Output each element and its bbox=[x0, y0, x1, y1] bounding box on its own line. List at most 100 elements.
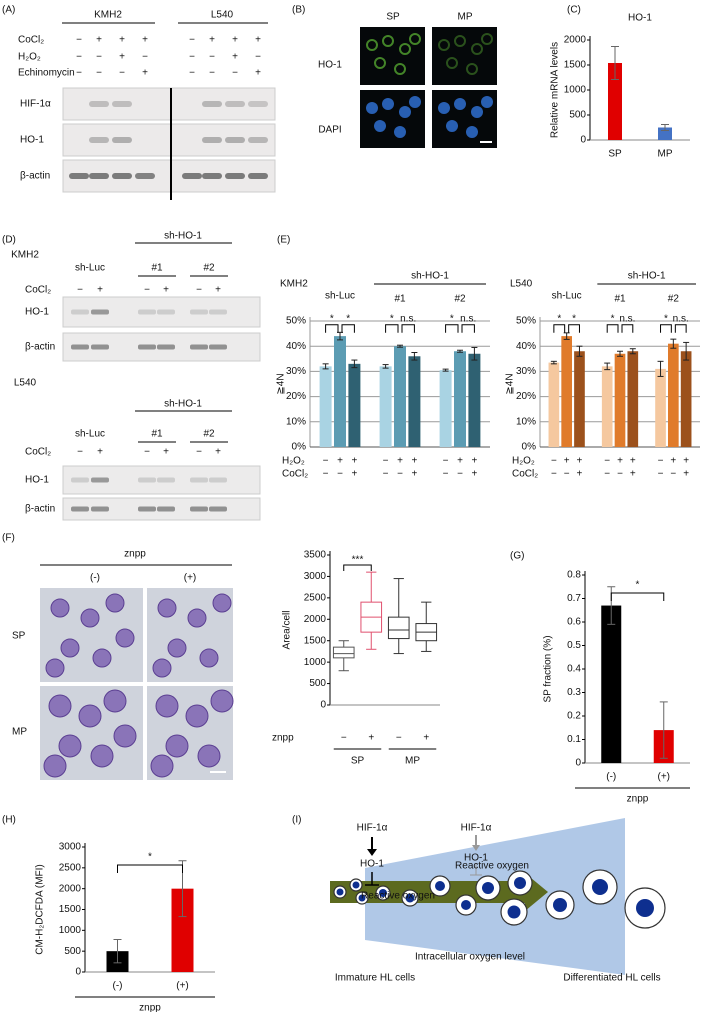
sign: + bbox=[411, 469, 417, 480]
group-header: sh-HO-1 bbox=[628, 271, 666, 282]
cell-nucleus bbox=[636, 899, 654, 917]
sign: − bbox=[443, 456, 449, 467]
cell bbox=[50, 598, 70, 618]
group-label: #1 bbox=[151, 429, 163, 440]
significance-label: * bbox=[572, 313, 576, 324]
cell bbox=[115, 628, 135, 648]
bar bbox=[574, 351, 585, 447]
blot-band bbox=[225, 173, 245, 179]
blot-band bbox=[157, 309, 175, 315]
nucleus bbox=[471, 106, 483, 118]
nucleus bbox=[374, 120, 386, 132]
cell bbox=[187, 608, 207, 628]
cell bbox=[167, 638, 187, 658]
blot-band bbox=[209, 344, 227, 350]
bar bbox=[601, 605, 622, 763]
significance-label: * bbox=[148, 852, 152, 863]
condition-label: CoCl₂ bbox=[25, 285, 51, 296]
sign: + bbox=[564, 456, 570, 467]
box bbox=[332, 646, 355, 659]
x-tick-label: (-) bbox=[113, 981, 123, 992]
blot-band bbox=[112, 101, 132, 107]
y-tick-label: 0.2 bbox=[567, 711, 581, 722]
blot-band bbox=[138, 309, 156, 315]
y-tick-label: 2000 bbox=[564, 35, 587, 46]
blot-band bbox=[157, 477, 175, 483]
blot-strip bbox=[62, 87, 276, 121]
arrowhead bbox=[472, 845, 480, 851]
column-header: znpp bbox=[124, 549, 146, 560]
blot-row-label: β-actin bbox=[20, 171, 50, 182]
significance-bracket bbox=[553, 324, 566, 333]
y-tick-label: 500 bbox=[569, 110, 586, 121]
blot-band bbox=[71, 309, 89, 315]
sign: − bbox=[323, 456, 329, 467]
y-tick-label: 1500 bbox=[304, 635, 327, 646]
fluorescence bbox=[454, 35, 466, 47]
bar bbox=[319, 366, 332, 447]
blot-band bbox=[89, 173, 109, 179]
sign: + bbox=[255, 68, 261, 79]
cell bbox=[150, 754, 174, 778]
y-tick-label: 0% bbox=[292, 442, 307, 453]
sign: − bbox=[383, 456, 389, 467]
fluorescence bbox=[466, 63, 478, 75]
blot-band bbox=[112, 173, 132, 179]
enzyme-label: HO-1 bbox=[464, 853, 488, 864]
sign: + bbox=[232, 52, 238, 63]
sign: − bbox=[255, 52, 261, 63]
sign: − bbox=[551, 469, 557, 480]
column-label: (-) bbox=[90, 573, 100, 584]
group-label: #2 bbox=[203, 429, 215, 440]
cell bbox=[155, 694, 179, 718]
blot-band bbox=[202, 137, 222, 143]
y-tick-label: 0% bbox=[522, 442, 537, 453]
significance-label: * bbox=[557, 313, 561, 324]
sign: + bbox=[630, 456, 636, 467]
blot-band bbox=[89, 101, 109, 107]
group-label: sh-Luc bbox=[75, 263, 105, 274]
cell-nucleus bbox=[461, 900, 471, 910]
blot-band bbox=[138, 477, 156, 483]
nucleus bbox=[446, 120, 458, 132]
factor-label: HIF-1α bbox=[357, 823, 388, 834]
x-tick-label: (+) bbox=[658, 772, 671, 783]
cell-nucleus bbox=[435, 881, 445, 891]
blot-band bbox=[190, 344, 208, 350]
blot-band bbox=[190, 477, 208, 483]
group-label: sh-Luc bbox=[325, 291, 355, 302]
panel-label: (C) bbox=[567, 5, 581, 16]
arrowhead bbox=[367, 849, 377, 856]
bar bbox=[614, 353, 626, 447]
significance-label: n.s. bbox=[460, 313, 476, 324]
product-label: Reactive oxygen bbox=[361, 891, 435, 902]
sign: − bbox=[604, 456, 610, 467]
y-tick-label: 0.4 bbox=[567, 664, 581, 675]
blot-band bbox=[71, 506, 89, 512]
end-label: Differentiated HL cells bbox=[563, 973, 660, 984]
fluorescence bbox=[409, 33, 421, 45]
y-tick-label: 2500 bbox=[59, 862, 82, 873]
sign: − bbox=[76, 35, 82, 46]
group-label: MP bbox=[405, 756, 420, 767]
y-tick-label: 0.5 bbox=[567, 640, 581, 651]
sign: − bbox=[96, 68, 102, 79]
sign: − bbox=[383, 469, 389, 480]
sign: + bbox=[457, 456, 463, 467]
y-tick-label: 50% bbox=[516, 316, 536, 327]
box bbox=[387, 616, 410, 640]
sign-row-label: H₂O₂ bbox=[282, 456, 305, 467]
blot-band bbox=[248, 101, 268, 107]
panel-label: (I) bbox=[292, 815, 301, 826]
significance-label: * bbox=[611, 313, 615, 324]
sign: + bbox=[97, 285, 103, 296]
significance-bracket bbox=[341, 324, 355, 333]
blot-band bbox=[209, 506, 227, 512]
factor-label: HIF-1α bbox=[461, 823, 492, 834]
sign: − bbox=[144, 285, 150, 296]
blot-band bbox=[138, 506, 156, 512]
blot-band bbox=[225, 137, 245, 143]
start-label: Immature HL cells bbox=[335, 973, 415, 984]
sign: − bbox=[658, 469, 664, 480]
cell-line-label: KMH2 bbox=[280, 279, 308, 290]
